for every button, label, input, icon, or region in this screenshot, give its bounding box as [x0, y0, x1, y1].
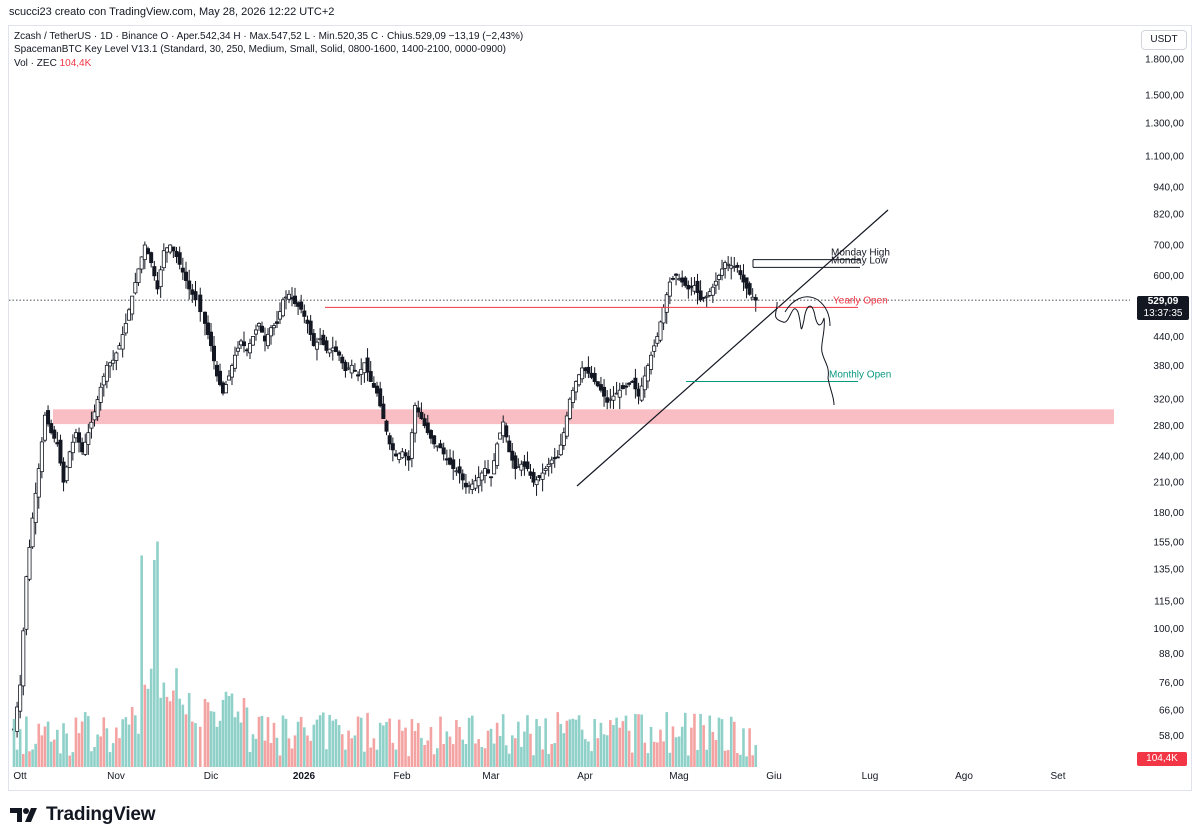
indicator-legend[interactable]: SpacemanBTC Key Level V13.1 (Standard, 3…	[14, 44, 506, 55]
volume-legend-label: Vol · ZEC	[14, 58, 57, 69]
volume-legend[interactable]: Vol · ZEC 104,4K	[14, 58, 91, 69]
bar-countdown: 13:37:35	[1143, 308, 1183, 319]
volume-tag: 104,4K	[1137, 752, 1187, 766]
symbol-legend[interactable]: Zcash / TetherUS · 1D · Binance O · Aper…	[14, 31, 524, 42]
chart-caption: scucci23 creato con TradingView.com, May…	[9, 6, 335, 18]
currency-unit-button[interactable]: USDT	[1141, 30, 1187, 50]
chart-frame[interactable]	[8, 25, 1192, 791]
tradingview-logo[interactable]: TradingView	[10, 802, 156, 828]
brand-name: TradingView	[46, 804, 156, 825]
last-price-value: 529,09	[1147, 296, 1179, 307]
last-price-tag: 529,09 13:37:35	[1137, 296, 1189, 320]
tradingview-logo-icon	[10, 808, 37, 822]
volume-legend-value: 104,4K	[59, 58, 92, 69]
